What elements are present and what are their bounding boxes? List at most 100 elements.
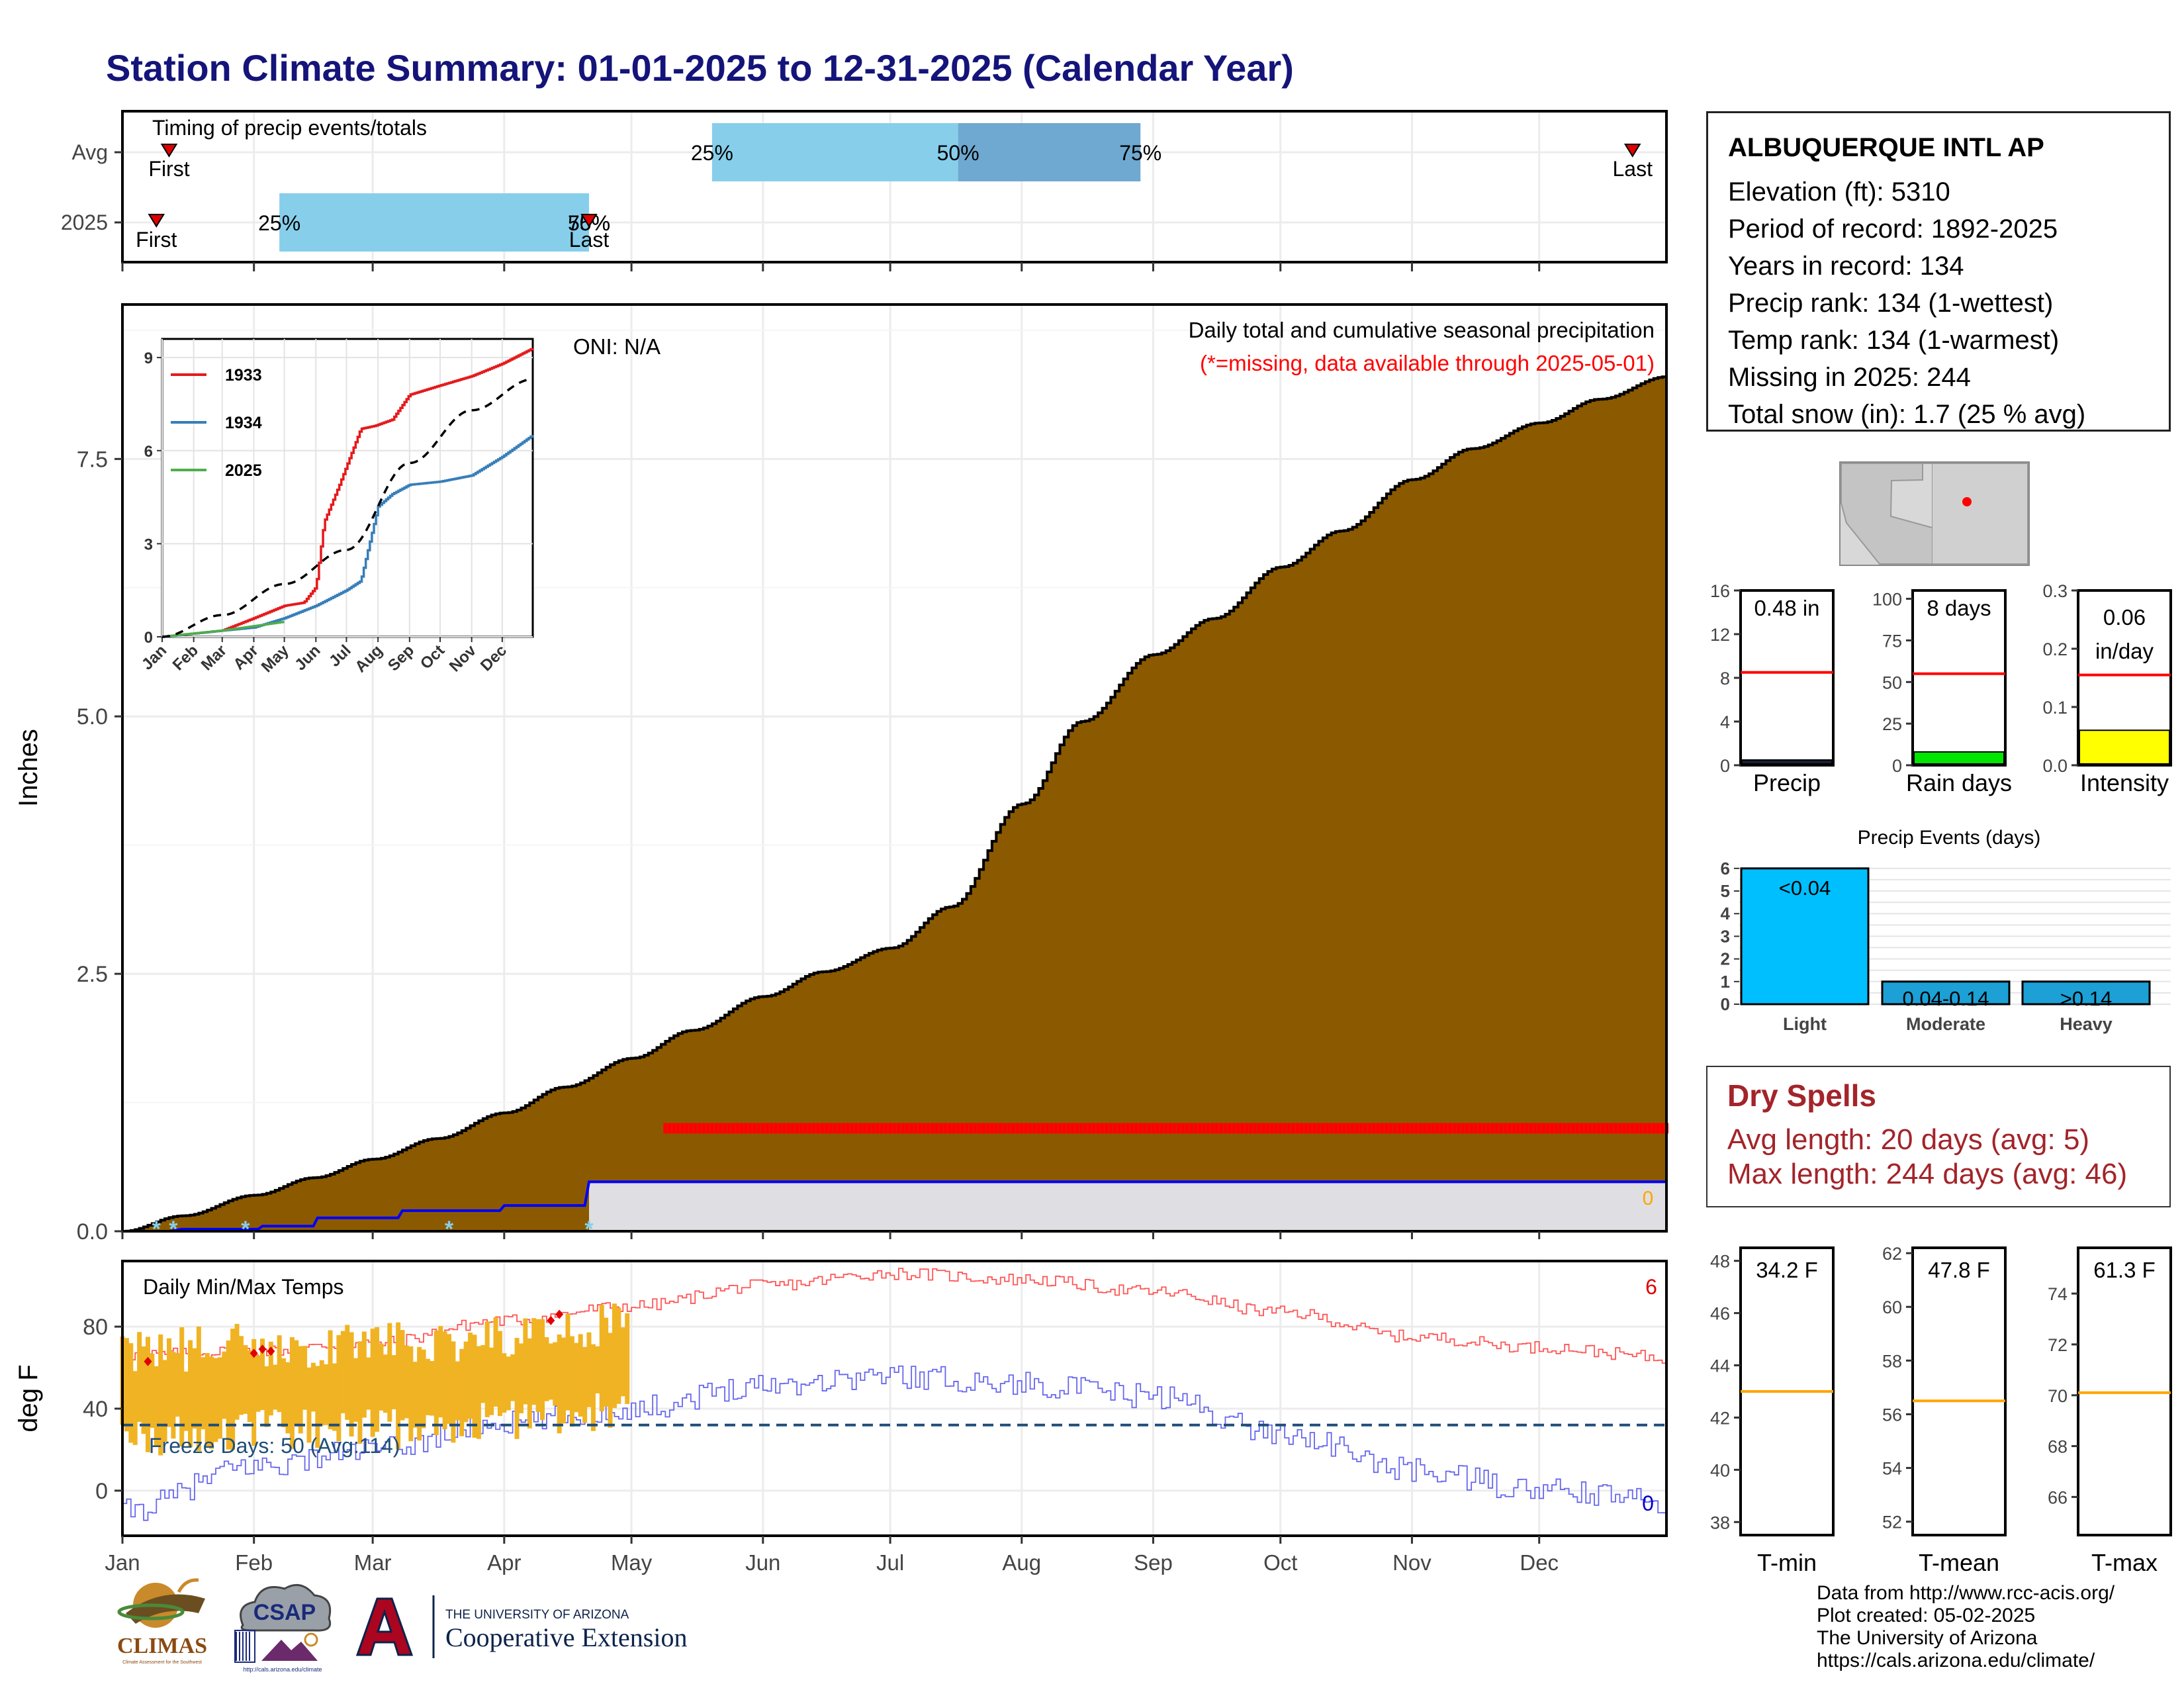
missing-day-marker [956, 1123, 960, 1134]
mini-panel-ytick-label: 0.0 [2042, 756, 2068, 776]
events-bar-2 [2021, 980, 2151, 1006]
station-info-box: ALBUQUERQUE INTL AP Elevation (ft): 5310… [1706, 111, 2171, 432]
daily-temp-bar [196, 1326, 201, 1452]
missing-day-marker [718, 1123, 723, 1134]
missing-day-marker [1155, 1123, 1160, 1134]
credit-university: The University of Arizona [1817, 1627, 2038, 1649]
daily-temp-bar [175, 1353, 180, 1417]
daily-temp-bar [574, 1342, 579, 1413]
daily-temp-bar [620, 1327, 625, 1397]
missing-day-marker [1410, 1123, 1414, 1134]
csap-logo: CSAP http://cals.arizona.edu/climate [234, 1583, 332, 1673]
precip-ytick-label: 7.5 [77, 447, 108, 472]
missing-day-marker [1371, 1123, 1376, 1134]
timing-2025-last-label: Last [569, 228, 610, 252]
missing-day-marker [1036, 1123, 1041, 1134]
daily-temp-bar [531, 1318, 537, 1405]
daily-temp-bar [506, 1356, 511, 1411]
missing-day-marker [875, 1123, 880, 1134]
daily-temp-bar [277, 1335, 282, 1413]
inset-ytick-label: 9 [144, 350, 153, 367]
daily-temp-bar [183, 1371, 189, 1431]
temp-summary-value-2: 61.3 F [2093, 1258, 2156, 1282]
missing-day-marker [1126, 1123, 1130, 1134]
temp-summary-label-1: T-mean [1919, 1549, 1999, 1576]
station-name: ALBUQUERQUE INTL AP [1728, 133, 2044, 162]
daily-temp-bar [234, 1324, 240, 1420]
inset-legend-label: 2025 [225, 461, 262, 480]
daily-temp-bar [171, 1352, 176, 1439]
dry-spells-max: Max length: 244 days (avg: 46) [1727, 1158, 2128, 1190]
events-category-label-1: Moderate [1906, 1014, 1985, 1034]
mini-panel-value-unit-2: in/day [2095, 639, 2154, 663]
missing-day-marker [858, 1123, 863, 1134]
missing-day-marker [1304, 1123, 1308, 1134]
daily-temp-bar [162, 1360, 167, 1442]
daily-temp-bar [612, 1303, 617, 1409]
missing-day-marker [748, 1123, 752, 1134]
temp-ylabel: deg F [14, 1364, 43, 1432]
daily-temp-bar [463, 1341, 469, 1423]
missing-day-marker [1443, 1123, 1448, 1134]
precip-ytick-label: 0.0 [77, 1219, 108, 1244]
daily-temp-bar [565, 1313, 570, 1411]
average-min-temp-line [122, 1365, 1667, 1521]
missing-day-marker [1575, 1123, 1580, 1134]
events-bar-label-2: >0.14 [2060, 987, 2112, 1010]
daily-temp-bar [349, 1332, 354, 1437]
missing-day-marker [1045, 1123, 1050, 1134]
missing-day-marker [1007, 1123, 1011, 1134]
timing-avg-last-label: Last [1612, 157, 1653, 181]
missing-day-marker [778, 1123, 782, 1134]
daily-temp-bar [438, 1326, 443, 1418]
missing-day-marker [697, 1123, 702, 1134]
missing-day-marker [1079, 1123, 1083, 1134]
credit-url: https://cals.arizona.edu/climate/ [1817, 1650, 2095, 1671]
events-category-label-2: Heavy [2060, 1014, 2113, 1034]
daily-temp-bar [289, 1337, 295, 1449]
average-cumulative-precip-line [122, 375, 1668, 1233]
missing-day-marker [1656, 1123, 1661, 1134]
missing-day-marker [811, 1123, 816, 1134]
missing-day-marker [1596, 1123, 1601, 1134]
missing-day-marker [1647, 1123, 1652, 1134]
temp-count-top: 6 [1645, 1275, 1657, 1299]
missing-day-marker [947, 1123, 952, 1134]
missing-day-marker [672, 1123, 676, 1134]
daily-temp-bar [310, 1362, 316, 1412]
temp-summary-ytick-label: 58 [1882, 1351, 1902, 1371]
missing-day-marker [985, 1123, 990, 1134]
mini-panel-label-1: Rain days [1906, 769, 2012, 796]
temp-summary-ytick-label: 56 [1882, 1405, 1902, 1425]
station-missing: Missing in 2025: 244 [1728, 363, 1971, 392]
missing-day-marker [1240, 1123, 1245, 1134]
timing-row-label-avg: Avg [71, 140, 108, 164]
events-ytick-label: 2 [1721, 949, 1730, 969]
month-axis-label: Feb [235, 1550, 273, 1575]
missing-day-marker [1232, 1123, 1236, 1134]
missing-day-marker [1490, 1123, 1495, 1134]
missing-day-marker [1533, 1123, 1537, 1134]
events-ytick-label: 5 [1721, 881, 1730, 901]
missing-day-marker [1545, 1123, 1550, 1134]
daily-temp-bar [553, 1342, 558, 1406]
daily-temp-bar [383, 1354, 388, 1413]
missing-day-marker [1032, 1123, 1037, 1134]
temp-summary-ytick-label: 40 [1710, 1460, 1730, 1480]
missing-day-marker [1541, 1123, 1546, 1134]
missing-day-marker [871, 1123, 876, 1134]
missing-day-marker [931, 1123, 935, 1134]
daily-temp-bar [366, 1357, 371, 1410]
daily-temp-bar [391, 1355, 396, 1409]
missing-day-marker [1617, 1123, 1622, 1134]
mini-panel-frame-1 [1911, 589, 2007, 767]
temp-summary-frame-1 [1911, 1246, 2007, 1536]
mini-panel-ytick-label: 0 [1892, 756, 1902, 776]
snow-day-marker: * [169, 1217, 178, 1242]
missing-day-marker [837, 1123, 842, 1134]
missing-day-marker [1096, 1123, 1101, 1134]
missing-day-marker [913, 1123, 918, 1134]
daily-temp-bar [230, 1329, 236, 1450]
events-ytick-label: 4 [1721, 904, 1731, 923]
precip-panel-subtitle: Daily total and cumulative seasonal prec… [1189, 318, 1655, 342]
